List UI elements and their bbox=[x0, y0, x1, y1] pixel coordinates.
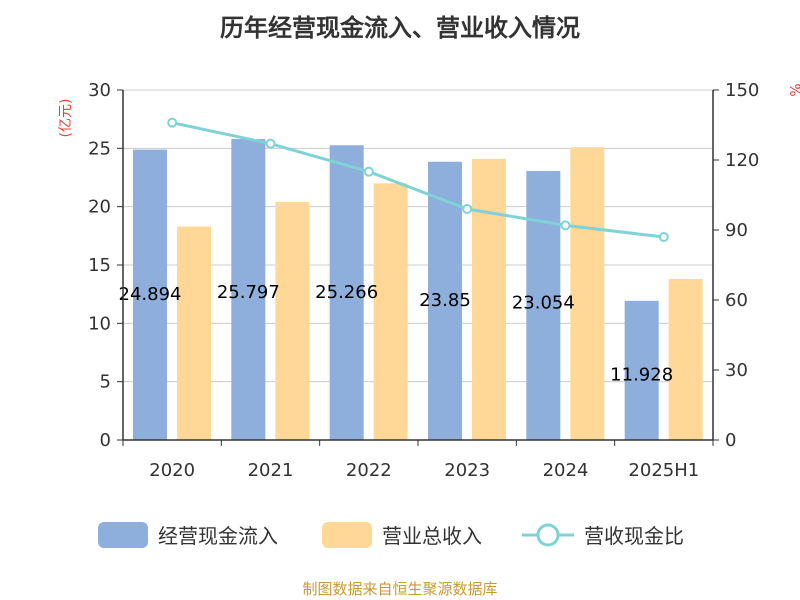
y-left-tick-label: 25 bbox=[88, 138, 111, 159]
bars bbox=[133, 139, 703, 441]
legend-swatch-cash-inflow bbox=[98, 522, 148, 548]
x-tick-label: 2024 bbox=[543, 460, 589, 481]
y-right-tick-label: 60 bbox=[725, 290, 748, 311]
legend: 经营现金流入 营业总收入 营收现金比 bbox=[98, 522, 684, 548]
bar-revenue bbox=[177, 226, 211, 440]
y-left-tick-label: 0 bbox=[100, 430, 111, 451]
legend-label-revenue: 营业总收入 bbox=[382, 524, 482, 548]
x-tick-label: 2021 bbox=[248, 460, 294, 481]
point-ratio bbox=[265, 138, 276, 149]
legend-label-cash-inflow: 经营现金流入 bbox=[158, 524, 278, 548]
legend-label-ratio: 营收现金比 bbox=[584, 524, 684, 548]
data-label-cash-inflow: 23.054 bbox=[512, 292, 575, 313]
data-label-cash-inflow: 11.928 bbox=[610, 365, 673, 386]
x-tick-label: 2022 bbox=[346, 460, 392, 481]
bar-revenue bbox=[570, 147, 605, 440]
y-left-ticks: 0 5 10 15 20 25 30 bbox=[88, 80, 123, 451]
ratio-line bbox=[167, 117, 669, 242]
point-ratio bbox=[658, 232, 669, 242]
y-left-unit-label: (亿元) bbox=[58, 99, 74, 138]
y-right-tick-label: 150 bbox=[725, 80, 759, 101]
y-right-unit-label: % bbox=[786, 83, 800, 96]
bar-cash-inflow bbox=[526, 171, 561, 440]
bar-cash-inflow bbox=[329, 145, 364, 441]
y-right-tick-label: 0 bbox=[725, 430, 736, 451]
axes bbox=[122, 90, 714, 446]
bar-cash-inflow bbox=[428, 161, 462, 440]
y-left-tick-label: 5 bbox=[100, 372, 111, 393]
y-left-tick-label: 30 bbox=[88, 80, 111, 101]
legend-swatch-revenue bbox=[322, 522, 372, 548]
point-ratio bbox=[462, 204, 473, 214]
data-label-cash-inflow: 25.266 bbox=[315, 282, 378, 303]
point-ratio bbox=[560, 220, 571, 231]
bar-revenue bbox=[373, 183, 408, 441]
chart-title: 历年经营现金流入、营业收入情况 bbox=[220, 14, 580, 42]
bar-cash-inflow bbox=[231, 139, 266, 440]
y-left-tick-label: 10 bbox=[88, 313, 111, 334]
y-right-tick-label: 30 bbox=[725, 360, 748, 381]
source-note: 制图数据来自恒生聚源数据库 bbox=[302, 580, 497, 598]
data-label-cash-inflow: 24.894 bbox=[119, 284, 182, 305]
bar-revenue bbox=[668, 279, 703, 440]
y-left-tick-label: 15 bbox=[88, 255, 111, 276]
data-label-cash-inflow: 25.797 bbox=[217, 282, 280, 303]
bar-revenue bbox=[275, 202, 310, 440]
y-left-tick-label: 20 bbox=[88, 197, 111, 218]
bar-revenue bbox=[472, 158, 506, 441]
line-ratio bbox=[171, 121, 665, 239]
y-right-tick-label: 120 bbox=[725, 150, 759, 171]
x-axis-labels: 2020 2021 2022 2023 2024 2025H1 bbox=[149, 460, 699, 481]
data-labels: 24.894 25.797 25.266 23.85 23.054 11.928 bbox=[119, 282, 674, 386]
y-right-tick-label: 90 bbox=[725, 220, 748, 241]
data-label-cash-inflow: 23.85 bbox=[419, 290, 471, 311]
x-tick-label: 2025H1 bbox=[628, 460, 699, 481]
point-ratio bbox=[167, 117, 178, 128]
bar-cash-inflow bbox=[133, 149, 167, 440]
bar-cash-inflow bbox=[624, 300, 659, 440]
point-ratio bbox=[363, 166, 374, 177]
gridlines bbox=[123, 89, 713, 383]
x-tick-label: 2020 bbox=[149, 460, 195, 481]
legend-marker-ratio bbox=[536, 523, 560, 547]
y-right-ticks: 0 30 60 90 120 150 bbox=[713, 80, 759, 451]
x-tick-label: 2023 bbox=[444, 460, 490, 481]
